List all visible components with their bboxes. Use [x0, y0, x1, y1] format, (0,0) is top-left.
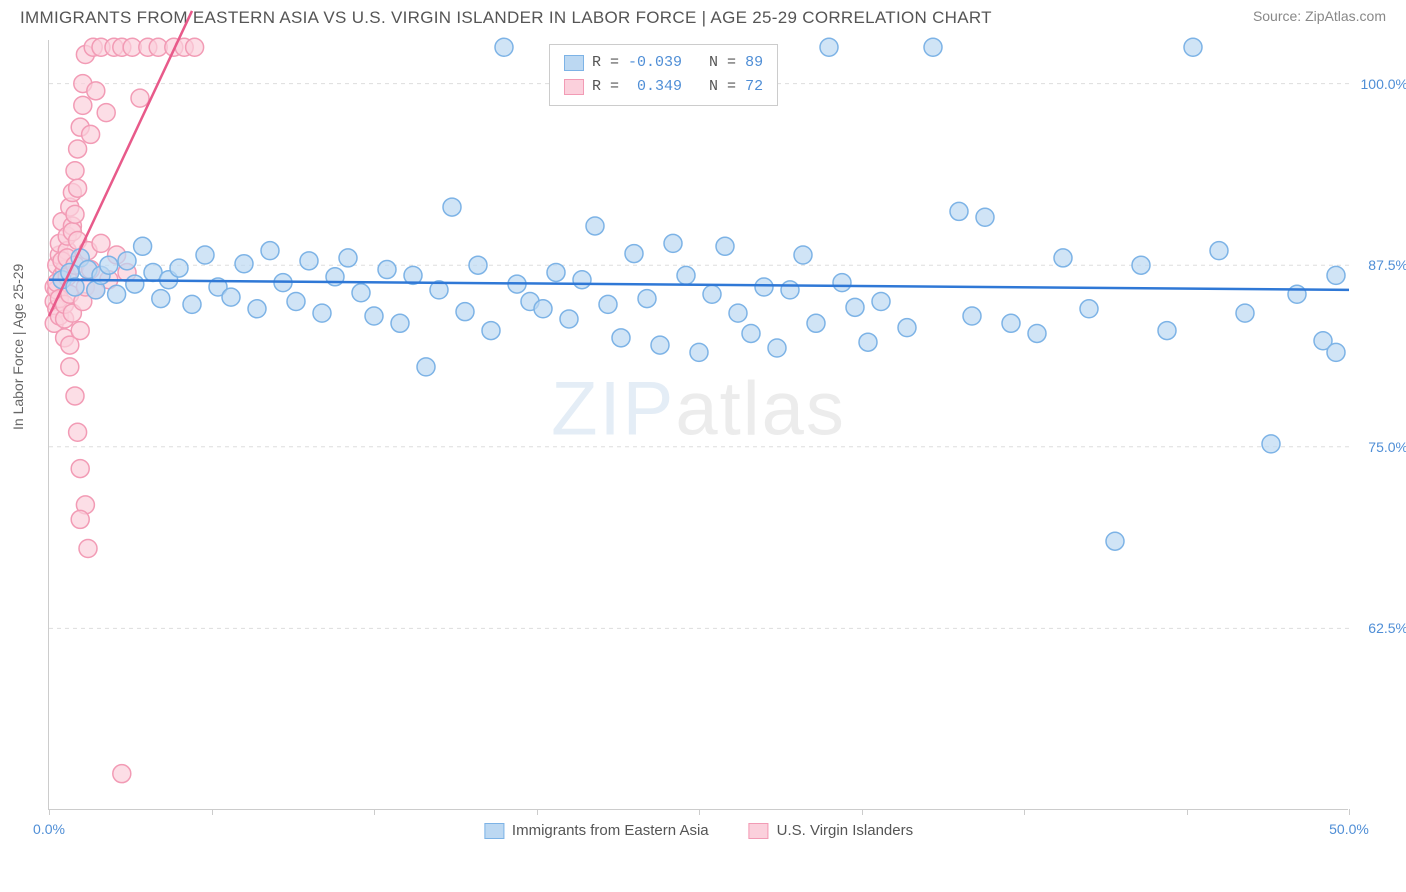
x-tick: [862, 809, 863, 815]
source-name: ZipAtlas.com: [1305, 8, 1386, 24]
chart-title: IMMIGRANTS FROM EASTERN ASIA VS U.S. VIR…: [20, 8, 992, 28]
x-tick: [212, 809, 213, 815]
legend-swatch-blue: [484, 823, 504, 839]
legend-swatch-pink: [749, 823, 769, 839]
y-tick-label: 62.5%: [1368, 620, 1406, 636]
series-legend: Immigrants from Eastern Asia U.S. Virgin…: [484, 822, 913, 839]
legend-item-pink: U.S. Virgin Islanders: [749, 822, 913, 839]
x-tick: [374, 809, 375, 815]
y-tick-label: 87.5%: [1368, 257, 1406, 273]
x-tick-label: 50.0%: [1329, 821, 1369, 837]
legend-stat-row: R = -0.039 N = 89: [564, 51, 763, 75]
x-tick-label: 0.0%: [33, 821, 65, 837]
x-tick: [699, 809, 700, 815]
title-bar: IMMIGRANTS FROM EASTERN ASIA VS U.S. VIR…: [0, 0, 1406, 32]
legend-item-blue: Immigrants from Eastern Asia: [484, 822, 709, 839]
legend-stat-text: R = -0.039 N = 89: [592, 51, 763, 75]
x-tick: [49, 809, 50, 815]
legend-label-pink: U.S. Virgin Islanders: [777, 822, 913, 839]
scatter-svg: [49, 40, 1348, 809]
legend-stat-swatch: [564, 79, 584, 95]
legend-stat-text: R = 0.349 N = 72: [592, 75, 763, 99]
correlation-legend: R = -0.039 N = 89R = 0.349 N = 72: [549, 44, 778, 106]
legend-stat-swatch: [564, 55, 584, 71]
x-tick: [1187, 809, 1188, 815]
x-tick: [1024, 809, 1025, 815]
source-credit: Source: ZipAtlas.com: [1253, 8, 1386, 24]
y-axis-label: In Labor Force | Age 25-29: [10, 264, 26, 430]
source-label: Source:: [1253, 8, 1305, 24]
legend-label-blue: Immigrants from Eastern Asia: [512, 822, 709, 839]
x-tick: [1349, 809, 1350, 815]
x-tick: [537, 809, 538, 815]
chart-plot-area: ZIPatlas 62.5%75.0%87.5%100.0% 0.0%50.0%…: [48, 40, 1348, 810]
y-tick-label: 100.0%: [1361, 76, 1406, 92]
legend-stat-row: R = 0.349 N = 72: [564, 75, 763, 99]
y-tick-label: 75.0%: [1368, 439, 1406, 455]
